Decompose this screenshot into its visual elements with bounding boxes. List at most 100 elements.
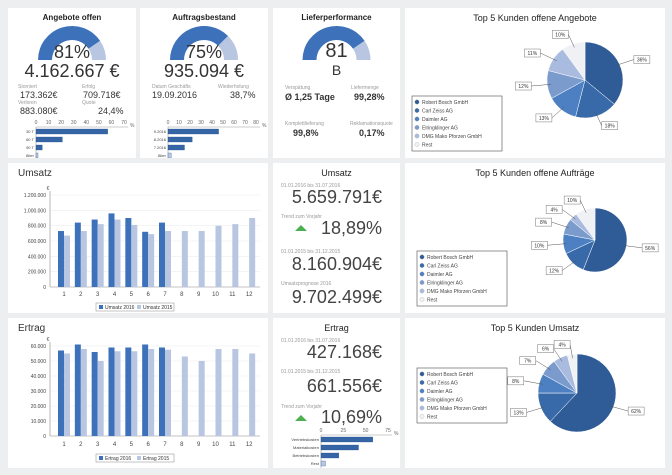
bar-2015 <box>131 224 138 287</box>
label-leader <box>569 344 573 359</box>
label-leader <box>579 199 587 213</box>
bar <box>167 128 219 135</box>
y-tick-label: 50.000 <box>31 359 47 365</box>
card-lieferperformance[interactable]: Lieferperformance 81 B Verspätung Ø 1,25… <box>273 8 400 158</box>
x-tick-label: 3 <box>96 292 100 298</box>
card-ertrag-chart[interactable]: Ertrag 0 10.000 20.000 30.000 40.000 50.000 60… <box>8 318 268 468</box>
pie-slice <box>562 41 586 81</box>
y-tick-label: 0 <box>43 434 46 440</box>
card-umsatz-kpis[interactable]: Umsatz 01.01.2016 bis 31.07.2016 5.659.7… <box>273 163 400 313</box>
bar-2015 <box>215 225 222 287</box>
card-angebote-offen[interactable]: Angebote offen 81% 4.162.667 € Storniert… <box>8 8 136 158</box>
slice-label: 36% <box>637 58 648 64</box>
legend-swatch <box>419 263 425 268</box>
stat-value: Ø 1,25 Tage <box>285 92 335 102</box>
stat-label: Liefermenge <box>351 85 379 91</box>
x-tick-label: 3 <box>96 442 100 448</box>
label-leader <box>623 245 643 249</box>
gauge-percent: 81% <box>53 42 91 62</box>
y-tick-label: 30.000 <box>31 389 47 395</box>
bar-2015 <box>181 231 188 287</box>
label-box <box>524 48 541 58</box>
pie-slice <box>549 353 617 433</box>
category-label: Älter <box>158 153 167 158</box>
tick-label: 50 <box>363 428 369 434</box>
gauge <box>302 25 371 60</box>
y-tick-label: 0 <box>43 285 46 291</box>
label-box <box>515 81 532 91</box>
category-label: Rest <box>311 461 320 466</box>
slice-label: 4% <box>558 342 566 348</box>
stat-value: 38,7% <box>230 90 256 100</box>
bar <box>35 128 108 135</box>
slice-label: 18% <box>605 124 616 130</box>
tick-label: 60 <box>109 120 115 126</box>
gauge-remainder <box>88 40 106 60</box>
card-auftragsbestand[interactable]: Auftragsbestand 75% 935.094 € Datum Gesc… <box>140 8 268 158</box>
bar <box>320 460 326 467</box>
card-top5-offene-angebote[interactable]: Top 5 Kunden offene Angebote 36% 18% 13% 12… <box>405 8 665 158</box>
bar-2016 <box>125 218 132 287</box>
category-label: Älter <box>26 153 35 158</box>
label-leader <box>526 406 545 413</box>
category-label: 8.2016 <box>154 137 167 142</box>
legend-swatch <box>419 254 425 260</box>
x-tick-label: 2 <box>79 292 83 298</box>
card-title: Top 5 Kunden Umsatz <box>490 323 580 333</box>
bar-2016 <box>74 222 81 287</box>
bar-2015 <box>131 351 138 436</box>
label-leader <box>615 59 634 66</box>
stat-label: Erfolg <box>82 84 96 90</box>
gauge <box>170 25 238 60</box>
legend-label: Robert Bosch GmbH <box>422 100 469 106</box>
y-tick-label: 200.000 <box>28 270 46 276</box>
bar-2016 <box>91 352 98 436</box>
delivery-score: 81 <box>325 40 348 62</box>
category-label: Vertriebskosten <box>291 437 319 442</box>
card-top5-offene-auftraege[interactable]: Top 5 Kunden offene Aufträge 56% 12% 10% 8%… <box>405 163 665 313</box>
x-tick-label: 9 <box>197 292 201 298</box>
label-box <box>537 344 554 353</box>
legend-swatch <box>137 305 141 309</box>
unit-label: % <box>130 123 135 129</box>
x-tick-label: 4 <box>113 292 117 298</box>
legend-label: Daimler AG <box>427 389 453 395</box>
legend-label: Ertrag 2015 <box>143 456 169 462</box>
bar <box>35 152 39 158</box>
card-title: Auftragsbestand <box>172 13 236 22</box>
card-ertrag-kpis[interactable]: Ertrag 01.01.2016 bis 31.07.2016 427.168… <box>273 318 400 468</box>
category-label: 90 T <box>26 145 34 150</box>
label-leader <box>553 348 563 362</box>
gauge-remainder <box>218 35 238 60</box>
slice-label: 10% <box>555 32 566 38</box>
legend-swatch <box>414 108 420 113</box>
bar-2016 <box>142 231 149 287</box>
slice-label: 62% <box>631 409 642 415</box>
kpi-label: 01.01.2016 bis 31.07.2016 <box>281 338 341 344</box>
stat-label: Komplettlieferung <box>285 121 324 127</box>
bar <box>320 436 373 443</box>
x-tick-label: 8 <box>180 292 184 298</box>
card-umsatz-chart[interactable]: Umsatz 0 200.000 400.000 600.000 800.000 1.00… <box>8 163 268 313</box>
legend-label: Umsatz 2015 <box>143 305 173 311</box>
legend-label: Robert Bosch GmbH <box>427 255 474 261</box>
label-box <box>510 408 527 417</box>
slice-label: 10% <box>567 198 578 204</box>
label-box <box>545 266 563 275</box>
pie-chart: 36% 18% 13% 12% 11% 10% Robert Bosch GmbH Carl … <box>411 30 651 152</box>
x-tick-label: 8 <box>180 442 184 448</box>
kpi-label: 01.01.2016 bis 31.07.2016 <box>281 183 341 189</box>
legend <box>95 453 175 463</box>
label-box <box>552 30 569 39</box>
card-top5-kunden-umsatz[interactable]: Top 5 Kunden Umsatz 62% 13% 8% 7% 6% 4% Robert… <box>405 318 665 468</box>
label-box <box>553 340 571 349</box>
legend-label: Robert Bosch GmbH <box>427 372 474 378</box>
x-tick-label: 10 <box>212 292 219 298</box>
bar <box>35 136 63 143</box>
category-label: 9.2016 <box>154 129 167 134</box>
label-leader <box>523 380 544 385</box>
bar-2016 <box>142 344 149 436</box>
gauge-fill <box>302 25 365 60</box>
bar-2016 <box>58 231 64 287</box>
bar <box>167 136 193 143</box>
